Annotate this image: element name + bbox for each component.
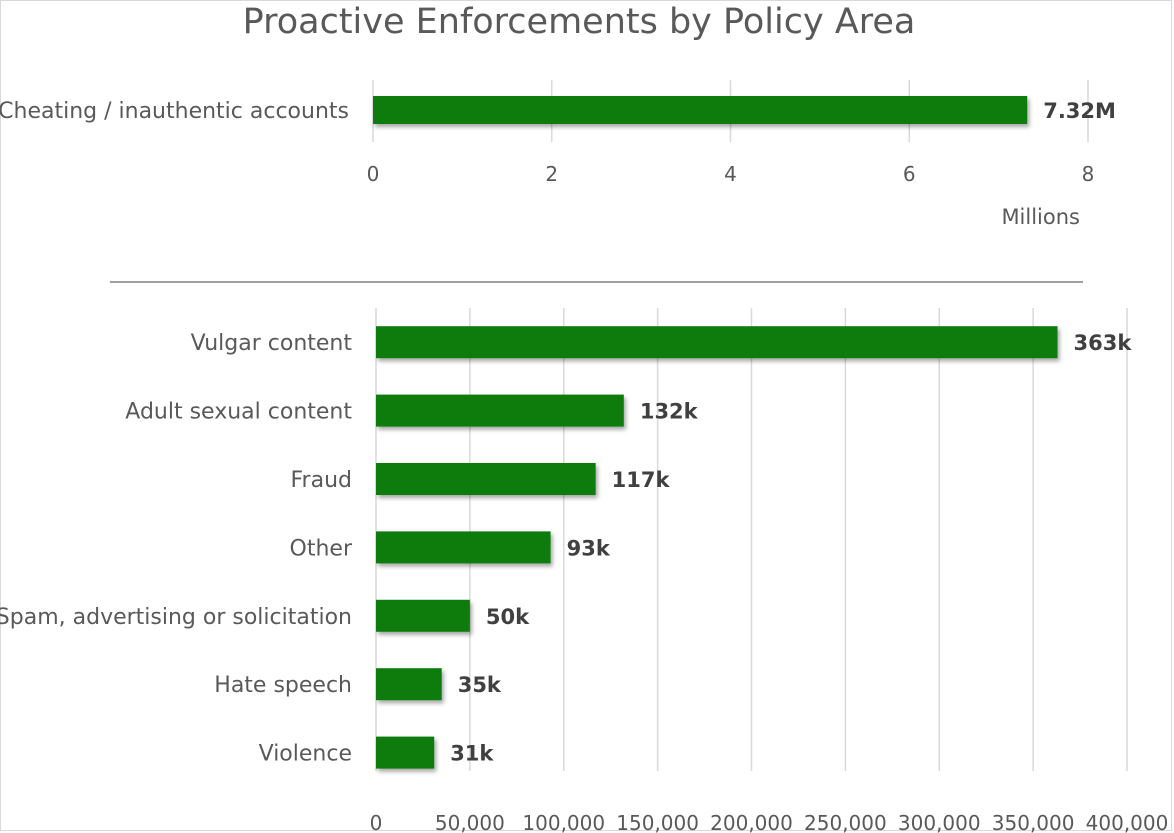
data-label: 31k bbox=[450, 742, 494, 766]
x-tick-label: 4 bbox=[724, 162, 737, 186]
x-tick-label: 8 bbox=[1082, 162, 1095, 186]
bar bbox=[376, 736, 435, 769]
category-label: Adult sexual content bbox=[125, 400, 352, 425]
axis-unit-label: Millions bbox=[1001, 205, 1080, 229]
x-tick-label: 50,000 bbox=[435, 811, 505, 833]
bar bbox=[376, 531, 551, 564]
x-tick-label: 400,000 bbox=[1086, 811, 1169, 833]
x-tick-label: 200,000 bbox=[710, 811, 793, 833]
data-label: 363k bbox=[1074, 331, 1133, 355]
category-label: Vulgar content bbox=[191, 331, 353, 356]
top-panel: 0 2 4 6 8 Cheating / inauthentic accounts 7.32… bbox=[0, 80, 1116, 229]
data-label: 117k bbox=[612, 468, 671, 492]
x-tick-label: 0 bbox=[370, 811, 383, 833]
data-label: 35k bbox=[458, 673, 502, 697]
bar bbox=[376, 668, 442, 701]
category-label: Violence bbox=[259, 742, 352, 767]
bar bbox=[376, 599, 470, 632]
category-label: Hate speech bbox=[214, 673, 352, 698]
data-label: 7.32M bbox=[1043, 99, 1116, 123]
bar bbox=[376, 394, 624, 427]
x-tick-label: 150,000 bbox=[616, 811, 699, 833]
category-label: Cheating / inauthentic accounts bbox=[0, 99, 349, 124]
bar bbox=[376, 463, 596, 495]
data-label: 132k bbox=[640, 400, 699, 424]
x-tick-label: 6 bbox=[903, 162, 916, 186]
data-label: 50k bbox=[486, 605, 530, 629]
x-tick-label: 100,000 bbox=[522, 811, 605, 833]
x-tick-label: 0 bbox=[367, 162, 380, 186]
category-label: Spam, advertising or solicitation bbox=[0, 605, 352, 630]
x-tick-label: 250,000 bbox=[804, 811, 887, 833]
category-label: Other bbox=[290, 536, 353, 561]
bottom-panel: 0 50,000 100,000 150,000 200,000 250,000 300,0… bbox=[0, 308, 1168, 833]
chart-title: Proactive Enforcements by Policy Area bbox=[242, 2, 916, 42]
bar bbox=[373, 96, 1028, 124]
x-tick-label: 300,000 bbox=[898, 811, 981, 833]
bar bbox=[376, 326, 1058, 359]
data-label: 93k bbox=[567, 536, 611, 560]
x-tick-label: 350,000 bbox=[992, 811, 1075, 833]
category-label: Fraud bbox=[291, 468, 353, 493]
x-tick-label: 2 bbox=[545, 162, 558, 186]
